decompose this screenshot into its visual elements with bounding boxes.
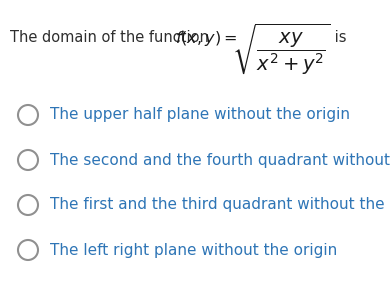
Text: The domain of the function: The domain of the function <box>10 30 213 45</box>
Text: $\sqrt{\dfrac{xy}{x^2+y^2}}$: $\sqrt{\dfrac{xy}{x^2+y^2}}$ <box>232 22 331 77</box>
Text: The upper half plane without the origin: The upper half plane without the origin <box>50 107 350 122</box>
Text: The first and the third quadrant without the origin: The first and the third quadrant without… <box>50 197 390 212</box>
Text: is: is <box>330 30 346 45</box>
Text: The left right plane without the origin: The left right plane without the origin <box>50 242 337 258</box>
Text: $f(x,y) =$: $f(x,y) =$ <box>175 29 237 47</box>
Text: The second and the fourth quadrant without the origin: The second and the fourth quadrant witho… <box>50 153 390 168</box>
